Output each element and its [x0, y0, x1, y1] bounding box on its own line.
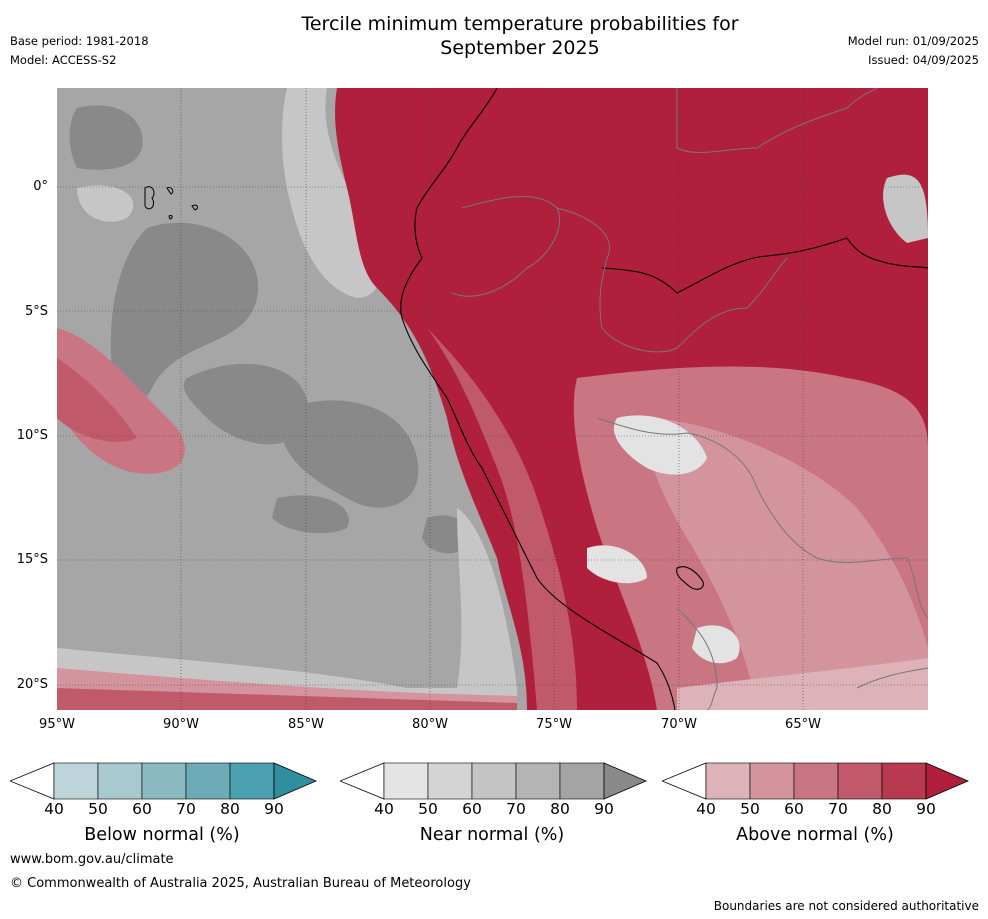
- lat-label-15s: 15°S: [16, 552, 48, 567]
- base-period-text: Base period: 1981-2018: [10, 34, 149, 48]
- disclaimer-text: Boundaries are not considered authoritat…: [713, 899, 979, 913]
- near-colorbar-segment: [427, 762, 473, 800]
- below-colorbar-segment: [141, 762, 187, 800]
- country-borders: [451, 88, 928, 710]
- model-text: Model: ACCESS-S2: [10, 53, 117, 67]
- above-normal-inland-lightest: [677, 658, 928, 710]
- below-colorbar-segment: [185, 762, 231, 800]
- below-tick-80: 80: [220, 800, 240, 818]
- lat-label-10s: 10°S: [16, 428, 48, 443]
- near-normal-dark-patch: [183, 363, 308, 445]
- below-normal-arrow: [273, 762, 318, 800]
- above-colorbar-segment: [881, 762, 927, 800]
- below-colorbar-segment: [229, 762, 275, 800]
- near-tick-90: 90: [594, 800, 614, 818]
- galapagos-islands: [144, 186, 199, 220]
- map-gridlines: [57, 88, 928, 710]
- lon-label-90w: 90°W: [163, 717, 199, 732]
- above-normal-inland-light: [648, 418, 928, 710]
- lat-label-5s: 5°S: [24, 304, 48, 319]
- near-normal-ne-patch: [883, 174, 928, 243]
- near-tick-80: 80: [550, 800, 570, 818]
- below-tick-50: 50: [88, 800, 108, 818]
- below-tick-90: 90: [264, 800, 284, 818]
- above-normal-west-core: [57, 358, 137, 442]
- near-normal-colorbar: [340, 762, 648, 800]
- above-normal-arrow: [925, 762, 970, 800]
- above-tick-50: 50: [740, 800, 760, 818]
- meta-right: Model run: 01/09/2025 Issued: 04/09/2025: [848, 32, 979, 70]
- near-normal-arrow: [603, 762, 648, 800]
- model-run-text: Model run: 01/09/2025: [847, 34, 979, 48]
- above-tick-60: 60: [784, 800, 804, 818]
- lon-label-75w: 75°W: [536, 717, 572, 732]
- above-tick-90: 90: [916, 800, 936, 818]
- near-normal-title: Near normal (%): [419, 825, 565, 845]
- lon-label-85w: 85°W: [288, 717, 324, 732]
- above-tick-40: 40: [696, 800, 716, 818]
- below-colorbar-segment: [53, 762, 99, 800]
- probability-map: [57, 88, 928, 710]
- lon-label-65w: 65°W: [785, 717, 821, 732]
- near-tick-50: 50: [418, 800, 438, 818]
- above-colorbar-segment: [837, 762, 883, 800]
- lon-label-95w: 95°W: [39, 717, 75, 732]
- below-tick-70: 70: [176, 800, 196, 818]
- above-colorbar-segment: [705, 762, 751, 800]
- near-normal-light-patch: [282, 88, 381, 298]
- near-normal-dark-patch: [281, 400, 419, 508]
- near-normal-light-patch: [77, 185, 134, 222]
- below-normal-title: Below normal (%): [84, 825, 240, 845]
- title-line-1: Tercile minimum temperature probabilitie…: [301, 13, 739, 35]
- website-link[interactable]: www.bom.gov.au/climate: [10, 852, 174, 867]
- above-colorbar-segment: [793, 762, 839, 800]
- above-normal-south-core: [57, 688, 517, 710]
- near-colorbar-segment: [515, 762, 561, 800]
- lon-label-80w: 80°W: [412, 717, 448, 732]
- near-colorbar-segment: [471, 762, 517, 800]
- lake-titicaca: [676, 566, 704, 590]
- issued-text: Issued: 04/09/2025: [868, 53, 979, 67]
- near-tick-40: 40: [374, 800, 394, 818]
- below-colorbar-segment: [97, 762, 143, 800]
- coastline: [400, 88, 676, 710]
- lat-label-0: 0°: [33, 179, 48, 194]
- meta-left: Base period: 1981-2018 Model: ACCESS-S2: [10, 32, 149, 70]
- above-normal-west-patch: [57, 328, 185, 474]
- near-tick-70: 70: [506, 800, 526, 818]
- above-colorbar-segment: [749, 762, 795, 800]
- above-tick-70: 70: [828, 800, 848, 818]
- above-normal-colorbar: [662, 762, 970, 800]
- near-normal-inland-patch: [692, 625, 740, 664]
- above-normal-title: Above normal (%): [736, 825, 894, 845]
- near-normal-dark-patch: [110, 222, 259, 406]
- near-tick-60: 60: [462, 800, 482, 818]
- title-line-2: September 2025: [440, 37, 600, 59]
- near-normal-dark-patch: [272, 495, 349, 534]
- below-tick-60: 60: [132, 800, 152, 818]
- below-normal-colorbar: [10, 762, 318, 800]
- near-colorbar-segment: [383, 762, 429, 800]
- near-normal-dark-patch: [69, 105, 143, 170]
- above-normal-coastal-band: [427, 328, 577, 710]
- below-tick-40: 40: [44, 800, 64, 818]
- lon-label-70w: 70°W: [661, 717, 697, 732]
- near-normal-light-patch: [457, 508, 517, 688]
- above-tick-80: 80: [872, 800, 892, 818]
- amazon-river: [601, 237, 928, 294]
- chart-title: Tercile minimum temperature probabilitie…: [240, 12, 800, 60]
- lat-label-20s: 20°S: [16, 677, 48, 692]
- copyright-text: © Commonwealth of Australia 2025, Austra…: [10, 876, 471, 891]
- near-colorbar-segment: [559, 762, 605, 800]
- near-normal-inland-patch: [587, 545, 647, 584]
